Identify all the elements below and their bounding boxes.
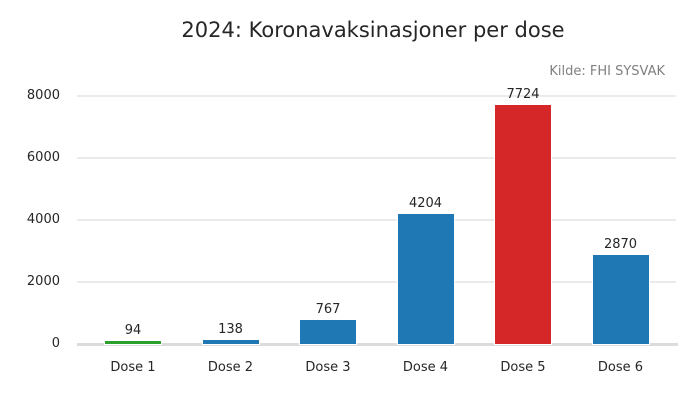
x-tick-label: Dose 4 xyxy=(402,360,449,375)
bar-value-label: 4204 xyxy=(408,195,443,211)
bar-dose-6 xyxy=(592,255,649,344)
bar-value-label: 7724 xyxy=(506,86,540,102)
y-tick-label: 4000 xyxy=(26,212,60,227)
chart-title: 2024: Koronavaksinasjoner per dose xyxy=(181,18,565,42)
bar-dose-1 xyxy=(105,341,161,344)
bar-dose-5 xyxy=(495,104,551,344)
x-tick-label: Dose 3 xyxy=(305,360,351,375)
bar-value-label: 767 xyxy=(315,302,341,318)
x-tick-label: Dose 6 xyxy=(597,360,644,375)
y-tick-label: 0 xyxy=(51,336,60,351)
bar-value-label: 94 xyxy=(124,323,142,339)
source-note: Kilde: FHI SYSVAK xyxy=(549,64,665,79)
y-tick-label: 6000 xyxy=(26,150,60,165)
x-tick-label: Dose 2 xyxy=(207,360,254,375)
y-tick-label: 2000 xyxy=(26,274,60,289)
x-tick-label: Dose 5 xyxy=(500,360,546,375)
bar-dose-4 xyxy=(397,213,454,344)
gridline xyxy=(77,219,676,221)
y-tick-label: 8000 xyxy=(26,88,60,103)
gridline xyxy=(77,281,676,283)
x-tick-label: Dose 1 xyxy=(110,360,156,375)
gridline xyxy=(77,95,676,97)
gridline xyxy=(77,157,676,159)
bar-value-label: 138 xyxy=(218,321,243,337)
bar-dose-3 xyxy=(300,320,356,344)
bar-value-label: 2870 xyxy=(603,237,638,253)
bar-dose-2 xyxy=(202,339,259,344)
x-axis-baseline xyxy=(77,343,678,346)
